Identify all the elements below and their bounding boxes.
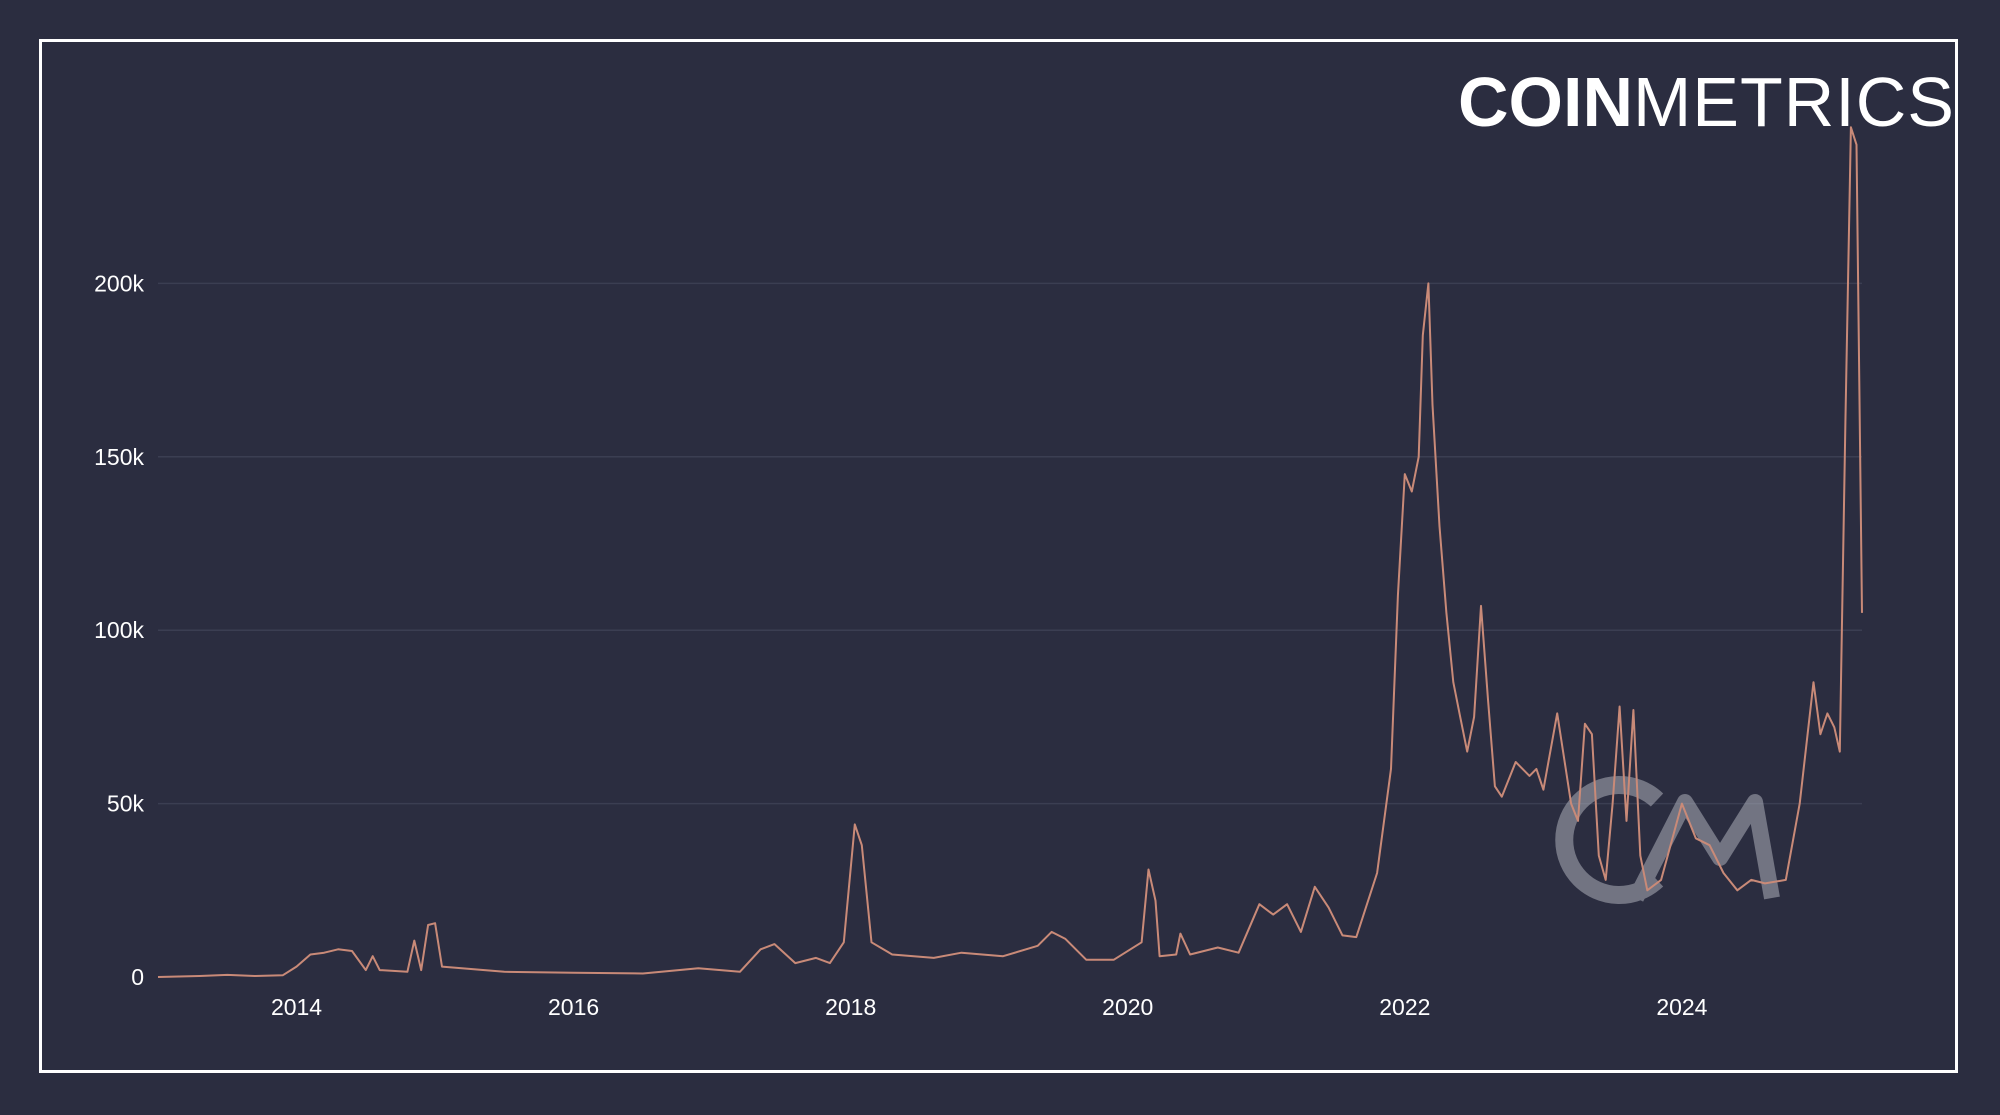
x-tick-label: 2018 — [825, 994, 876, 1020]
y-tick-label: 50k — [107, 791, 145, 817]
logo-bold-text: COIN — [1458, 63, 1633, 141]
x-tick-label: 2016 — [548, 994, 599, 1020]
grid-lines — [158, 282, 1862, 805]
y-tick-label: 100k — [94, 617, 144, 643]
series-line — [157, 126, 1863, 978]
x-tick-label: 2020 — [1102, 994, 1153, 1020]
x-tick-label: 2022 — [1379, 994, 1430, 1020]
chart-frame — [39, 39, 1958, 1073]
series-group — [157, 126, 1863, 978]
y-tick-label: 0 — [131, 964, 144, 990]
cm-watermark — [1555, 776, 1780, 904]
x-tick-label: 2024 — [1656, 994, 1707, 1020]
x-tick-label: 2014 — [271, 994, 322, 1020]
y-axis: 0 50k 100k 150k 200k — [94, 270, 144, 990]
coinmetrics-logo: COIN METRICS — [1458, 66, 1955, 138]
x-axis: 2014 2016 2018 2020 2022 2024 — [271, 994, 1708, 1020]
y-tick-label: 200k — [94, 270, 144, 296]
y-tick-label: 150k — [94, 444, 144, 470]
watermark-m-shape — [1628, 794, 1780, 902]
watermark-c-shape — [1555, 776, 1664, 904]
logo-light-text: METRICS — [1633, 63, 1955, 141]
